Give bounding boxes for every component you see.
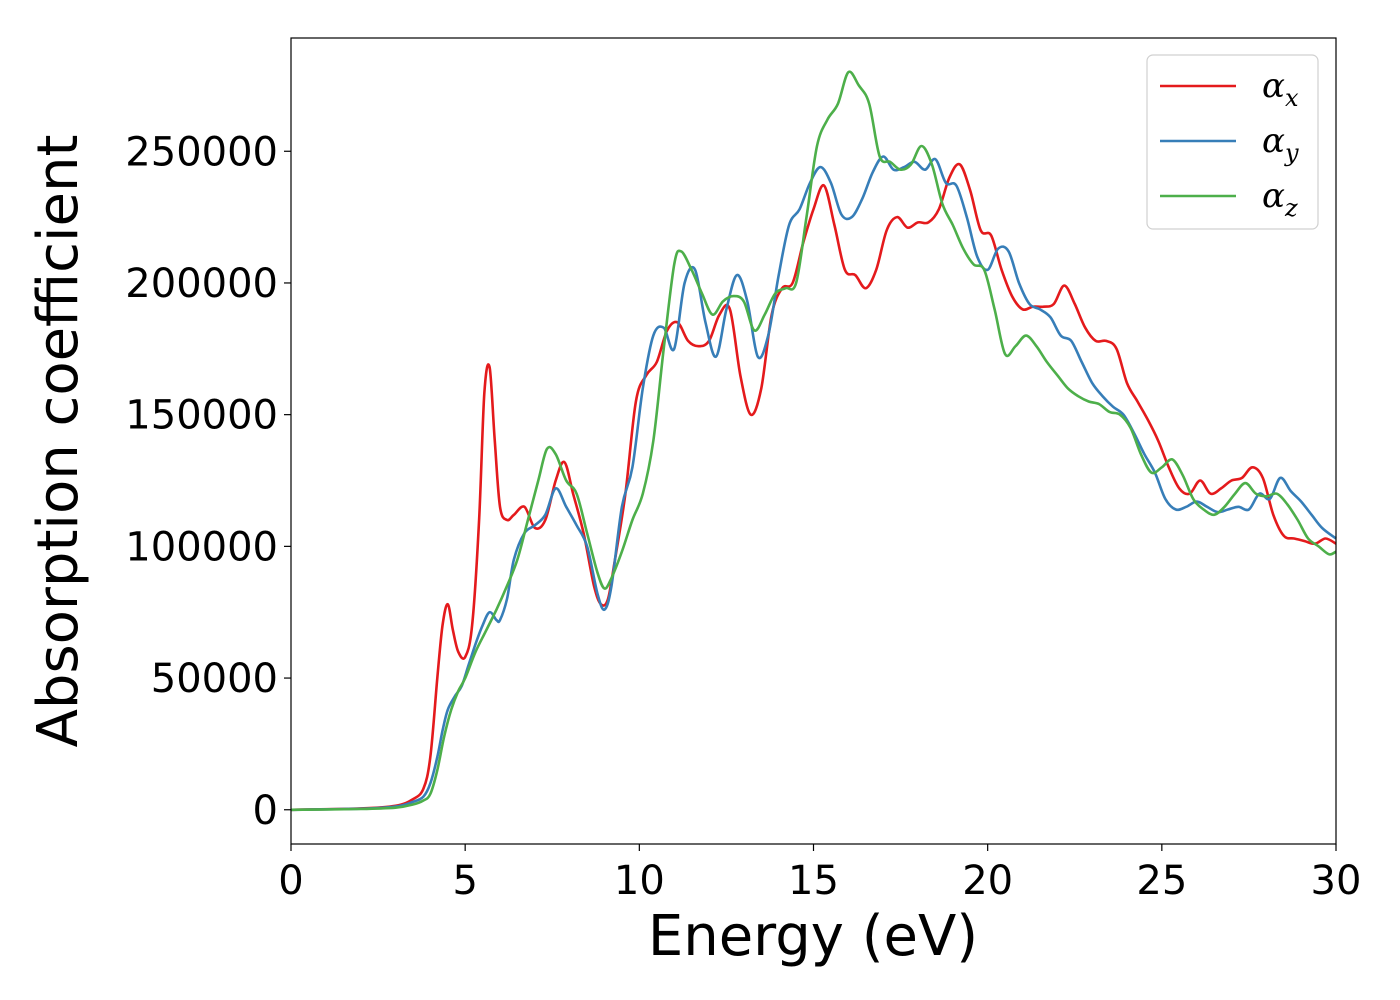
series-lines (290, 70, 1337, 812)
y-axis-title: Absorption coefficient (26, 135, 91, 748)
legend: αx αy αz (1146, 54, 1319, 230)
x-tick-label: 15 (788, 858, 839, 904)
x-axis-title: Energy (eV) (648, 904, 978, 969)
series-line-y (290, 155, 1337, 812)
x-tick-label: 30 (1311, 858, 1362, 904)
y-tick-label: 200000 (125, 261, 278, 307)
series-line-z (290, 70, 1337, 812)
x-tick-label: 20 (962, 858, 1013, 904)
y-tick-label: 250000 (125, 129, 278, 175)
x-tick-label: 25 (1136, 858, 1187, 904)
x-tick-label: 5 (452, 858, 477, 904)
x-tick-label: 0 (278, 858, 303, 904)
y-axis-ticks: 0 50000 100000 150000 200000 250000 (125, 129, 291, 834)
y-tick-label: 150000 (125, 393, 278, 439)
x-tick-label: 10 (614, 858, 665, 904)
legend-label-y: αy (1262, 121, 1299, 167)
legend-label-z: αz (1262, 176, 1298, 222)
y-tick-label: 100000 (125, 524, 278, 570)
x-axis-ticks: 0 5 10 15 20 25 30 (278, 844, 1361, 904)
series-line-x (290, 162, 1337, 812)
legend-label-x: αx (1262, 66, 1299, 112)
y-tick-label: 0 (253, 788, 278, 834)
y-tick-label: 50000 (151, 656, 278, 702)
